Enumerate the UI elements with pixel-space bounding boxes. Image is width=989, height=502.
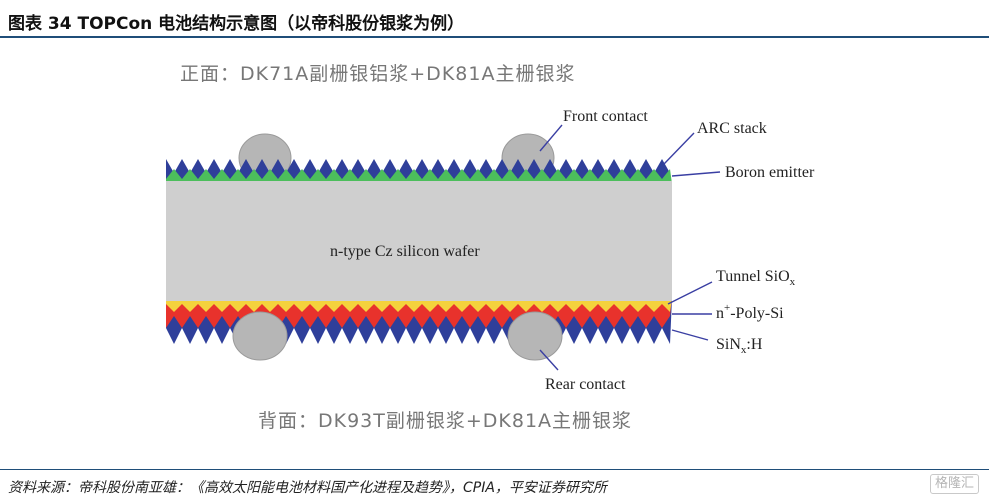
rear-contact-leader xyxy=(539,349,559,371)
figure-title: 图表 34 TOPCon 电池结构示意图（以帝科股份银浆为例） xyxy=(8,14,465,34)
arc-stack-label: ARC stack xyxy=(697,120,767,137)
poly-si-label: n+-Poly-Si xyxy=(716,302,784,322)
tunnel-oxide-layer xyxy=(166,298,672,312)
rear-contact-label: Rear contact xyxy=(545,376,626,393)
boron-emitter-layer xyxy=(166,169,672,184)
figure-header: 图表 34 TOPCon 电池结构示意图（以帝科股份银浆为例） xyxy=(0,0,989,38)
front-contact-right xyxy=(501,133,555,172)
watermark-logo: 格隆汇 xyxy=(929,474,979,494)
wafer-label: n-type Cz silicon wafer xyxy=(330,243,480,260)
sinx-label: SiNx:H xyxy=(716,336,763,356)
boron-emitter-leader xyxy=(671,171,721,177)
tunnel-sio-leader xyxy=(667,281,713,305)
sinx-leader xyxy=(671,329,709,341)
footer-divider xyxy=(0,469,989,470)
rear-contact-right xyxy=(507,311,563,361)
front-contact-leader xyxy=(539,124,563,152)
header-divider xyxy=(0,36,989,38)
back-side-caption: 背面：DK93T副栅银浆+DK81A主栅银浆 xyxy=(258,410,632,432)
front-side-caption: 正面：DK71A副栅银铝浆+DK81A主栅银浆 xyxy=(180,63,575,85)
silicon-wafer xyxy=(166,181,672,301)
arc-stack-leader xyxy=(663,132,695,165)
rear-contact-left xyxy=(232,311,288,361)
source-note: 资料来源：帝科股份南亚雄：《高效太阳能电池材料国产化进程及趋势》，CPIA，平安… xyxy=(8,480,607,496)
front-contact-label: Front contact xyxy=(563,108,648,125)
tunnel-sio-label: Tunnel SiOx xyxy=(716,268,796,288)
boron-emitter-label: Boron emitter xyxy=(725,164,815,181)
